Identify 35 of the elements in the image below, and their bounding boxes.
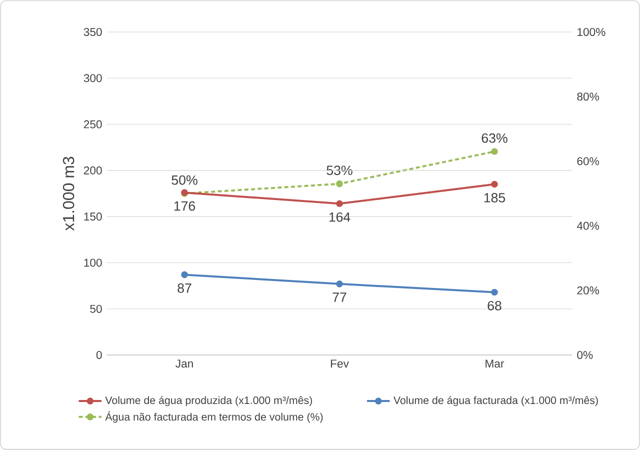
y-tick-label: 50 [90, 304, 102, 313]
x-tick-label: Jan [176, 360, 193, 368]
data-label: 77 [332, 292, 346, 302]
point [336, 280, 343, 288]
data-label: 63% [482, 133, 508, 143]
point [336, 200, 343, 208]
legend-label: Água não facturada em termos de volume (%) [105, 411, 323, 423]
y-tick-label: 200 [84, 166, 102, 174]
y2-tick-label: 0% [577, 350, 593, 359]
y-axis-title: x1.000 m3 [62, 156, 74, 231]
y2-tick-label: 80% [577, 92, 599, 101]
y-tick-label: 150 [84, 212, 102, 221]
point [181, 271, 188, 278]
y2-tick-label: 40% [576, 222, 599, 230]
y2-tick-label: 20% [577, 286, 599, 294]
legend-label: Volume de água facturada (x1.000 m³/mês) [393, 396, 598, 406]
x-tick-label: Fev [330, 360, 349, 368]
x-tick-label: Mar [486, 360, 504, 368]
y2-tick-label: 100% [578, 28, 606, 36]
point [491, 180, 498, 188]
legend-label: Volume de água produzida (x1.000 m³/mês) [105, 396, 312, 406]
point [491, 288, 498, 296]
data-label: 68 [488, 300, 502, 310]
y-tick-label: 250 [84, 120, 102, 128]
y-tick-label: 100 [84, 258, 102, 267]
y-tick-label: 0 [96, 350, 102, 359]
data-label: 87 [178, 283, 192, 293]
data-label: 164 [329, 212, 350, 222]
y2-tick-label: 60% [577, 157, 599, 166]
y-tick-label: 350 [84, 28, 102, 36]
data-label: 50% [172, 175, 198, 185]
data-label: 53% [326, 166, 352, 176]
data-label: 176 [174, 201, 196, 211]
data-label: 185 [484, 192, 506, 202]
y-tick-label: 300 [84, 74, 102, 82]
